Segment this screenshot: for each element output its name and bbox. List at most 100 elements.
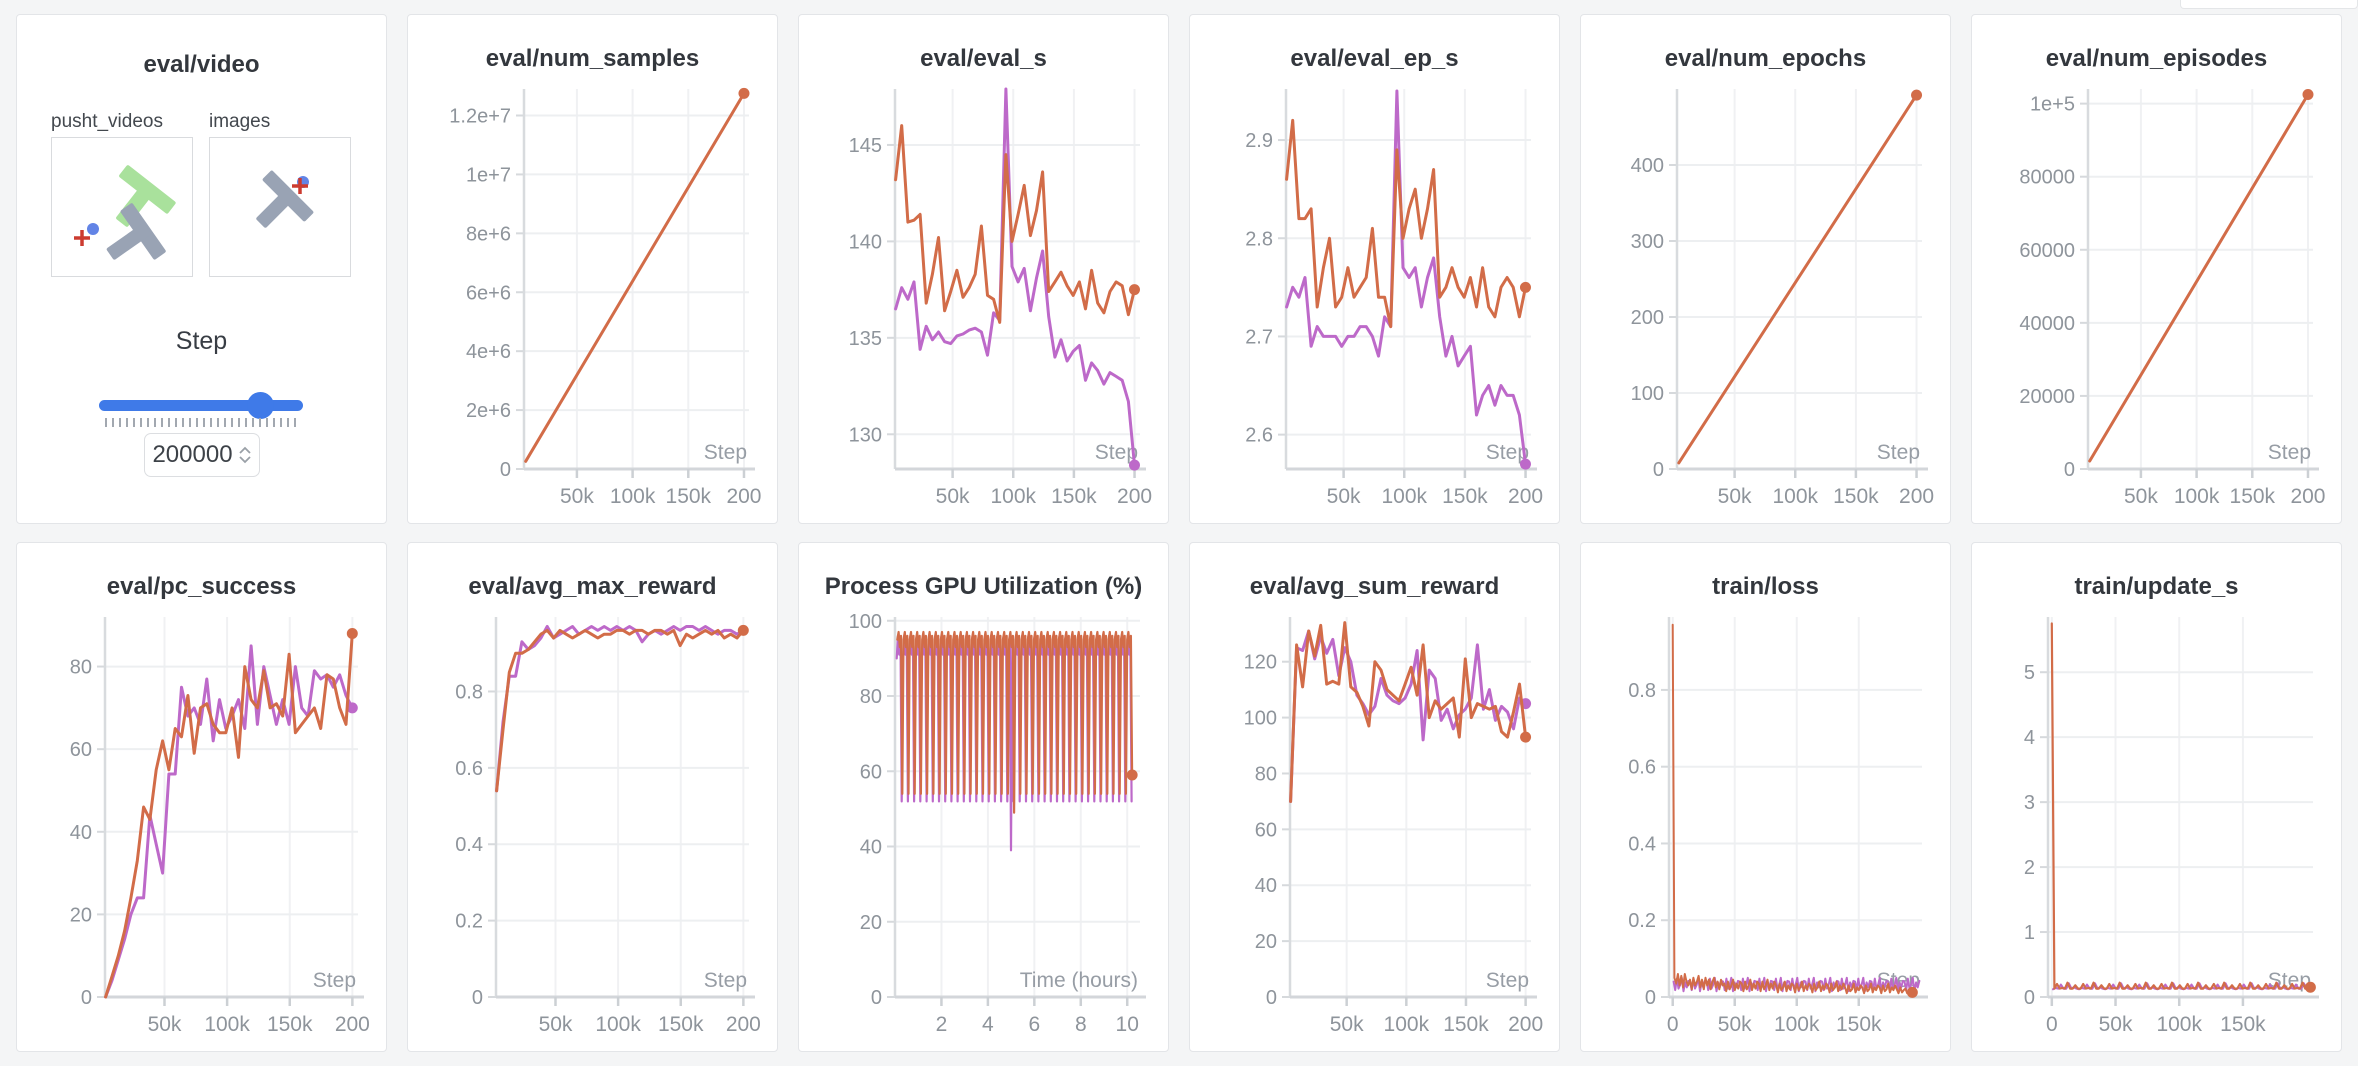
chart-canvas-eval-s[interactable]: 130 135 140 145 50k 100k 150k 200 Step xyxy=(811,79,1156,519)
svg-text:1.2e+7: 1.2e+7 xyxy=(449,106,511,128)
chart-canvas-avg-sum-reward[interactable]: 0 20 40 60 80 100 120 50k 100k 150k 200 Step xyxy=(1202,607,1547,1047)
svg-text:0: 0 xyxy=(871,987,882,1009)
svg-text:0.2: 0.2 xyxy=(455,911,483,933)
svg-text:3: 3 xyxy=(2024,792,2035,814)
svg-text:50k: 50k xyxy=(539,1013,573,1036)
svg-text:80: 80 xyxy=(860,686,882,708)
stepper-arrows[interactable] xyxy=(238,445,251,465)
step-number-input[interactable]: 200000 xyxy=(143,433,260,477)
target-cross-icon xyxy=(292,178,308,194)
svg-text:100k: 100k xyxy=(1381,485,1427,508)
svg-text:150k: 150k xyxy=(658,1013,704,1036)
svg-text:Step: Step xyxy=(704,969,747,992)
svg-text:0.2: 0.2 xyxy=(1628,910,1656,932)
chart-canvas-gpu-utilization[interactable]: 0 20 40 60 80 100 2 4 6 8 10 Time (hours) xyxy=(811,607,1156,1047)
svg-text:60: 60 xyxy=(70,739,92,761)
svg-text:4: 4 xyxy=(982,1013,994,1036)
chart-canvas-avg-max-reward[interactable]: 0 0.2 0.4 0.6 0.8 50k 100k 150k 200 Step xyxy=(420,607,765,1047)
svg-text:50k: 50k xyxy=(2124,485,2158,508)
svg-text:100k: 100k xyxy=(2174,485,2220,508)
chart-panel-train-loss: train/loss 0 0.2 0.4 0.6 0.8 0 50k 100k 150k Step xyxy=(1580,542,1951,1052)
target-cross-icon xyxy=(74,230,90,246)
svg-text:0: 0 xyxy=(2024,987,2035,1009)
step-value[interactable]: 200000 xyxy=(152,441,233,468)
step-slider-handle[interactable] xyxy=(247,392,274,419)
chevron-down-icon[interactable] xyxy=(238,455,251,465)
svg-text:100: 100 xyxy=(1244,708,1277,730)
svg-text:60: 60 xyxy=(860,761,882,783)
svg-text:20: 20 xyxy=(860,912,882,934)
chart-title: eval/eval_s xyxy=(920,45,1047,72)
svg-text:6e+6: 6e+6 xyxy=(466,282,511,304)
svg-text:6: 6 xyxy=(1028,1013,1040,1036)
gray-t-shape xyxy=(256,170,314,228)
svg-text:0: 0 xyxy=(2046,1013,2058,1036)
chart-title: eval/eval_ep_s xyxy=(1290,45,1459,72)
chevron-up-icon[interactable] xyxy=(238,445,251,455)
svg-text:100k: 100k xyxy=(1772,485,1818,508)
gray-t-shape xyxy=(106,203,166,260)
chart-panel-gpu-utilization: Process GPU Utilization (%) 0 20 40 60 80 100… xyxy=(798,542,1169,1052)
step-slider-track[interactable] xyxy=(99,400,303,411)
chart-title: Process GPU Utilization (%) xyxy=(824,573,1143,600)
svg-text:150k: 150k xyxy=(1442,485,1488,508)
chart-canvas-eval-ep-s[interactable]: 2.6 2.7 2.8 2.9 50k 100k 150k 200 Step xyxy=(1202,79,1547,519)
video-panel: eval/video pusht_videos images xyxy=(16,14,387,524)
svg-text:2.8: 2.8 xyxy=(1245,228,1273,250)
svg-text:200: 200 xyxy=(1631,307,1664,329)
step-slider-ticks xyxy=(105,418,301,427)
svg-text:20: 20 xyxy=(1255,931,1277,953)
chart-canvas-num-episodes[interactable]: 0 20000 40000 60000 80000 1e+5 50k 100k 150k 200 S… xyxy=(1984,79,2329,519)
chart-title: train/loss xyxy=(1712,573,1819,600)
svg-text:Step: Step xyxy=(2268,441,2311,464)
svg-text:0: 0 xyxy=(500,459,511,481)
svg-text:200: 200 xyxy=(726,485,761,508)
svg-text:50k: 50k xyxy=(1327,485,1361,508)
svg-text:200: 200 xyxy=(2290,485,2325,508)
svg-text:8: 8 xyxy=(1075,1013,1087,1036)
svg-text:150k: 150k xyxy=(2230,485,2276,508)
step-slider-title: Step xyxy=(175,327,228,355)
svg-text:100k: 100k xyxy=(2156,1013,2202,1036)
video-thumbnail-pusht-videos[interactable] xyxy=(51,137,193,277)
chart-panel-avg-sum-reward: eval/avg_sum_reward 0 20 40 60 80 100 120 50k 10… xyxy=(1189,542,1560,1052)
svg-text:0: 0 xyxy=(1653,459,1664,481)
video-thumbnail-images[interactable] xyxy=(209,137,351,277)
svg-text:150k: 150k xyxy=(666,485,712,508)
svg-text:100: 100 xyxy=(1631,383,1664,405)
svg-text:50k: 50k xyxy=(936,485,970,508)
svg-text:40: 40 xyxy=(860,837,882,859)
svg-text:Step: Step xyxy=(313,969,356,992)
svg-text:Step: Step xyxy=(1486,441,1529,464)
chart-canvas-pc-success[interactable]: 0 20 40 60 80 50k 100k 150k 200 Step xyxy=(29,607,374,1047)
svg-text:50k: 50k xyxy=(1718,485,1752,508)
svg-text:100k: 100k xyxy=(610,485,656,508)
chart-title: eval/num_epochs xyxy=(1664,45,1867,72)
svg-text:Step: Step xyxy=(704,441,747,464)
svg-text:20000: 20000 xyxy=(2019,386,2075,408)
svg-text:Step: Step xyxy=(1486,969,1529,992)
svg-text:200: 200 xyxy=(1117,485,1152,508)
svg-text:200: 200 xyxy=(335,1013,370,1036)
chart-canvas-num-samples[interactable]: 0 2e+6 4e+6 6e+6 8e+6 1e+7 1.2e+7 50k 100k 150k 20… xyxy=(420,79,765,519)
svg-text:2.6: 2.6 xyxy=(1245,425,1273,447)
svg-text:150k: 150k xyxy=(267,1013,313,1036)
svg-text:100k: 100k xyxy=(990,485,1036,508)
svg-text:50k: 50k xyxy=(148,1013,182,1036)
svg-text:200: 200 xyxy=(1508,485,1543,508)
svg-text:10: 10 xyxy=(1116,1013,1139,1036)
svg-text:50k: 50k xyxy=(2099,1013,2133,1036)
svg-text:0: 0 xyxy=(472,987,483,1009)
thumbnail-label-images: images xyxy=(209,111,271,132)
chart-title: eval/avg_sum_reward xyxy=(1249,573,1500,600)
svg-text:Time (hours): Time (hours) xyxy=(1020,969,1138,992)
chart-canvas-num-epochs[interactable]: 0 100 200 300 400 50k 100k 150k 200 Step xyxy=(1593,79,1938,519)
svg-text:2: 2 xyxy=(936,1013,948,1036)
chart-panel-eval-s: eval/eval_s 130 135 140 145 50k 100k 150k 200 St… xyxy=(798,14,1169,524)
svg-text:4: 4 xyxy=(2024,727,2035,749)
chart-title: eval/avg_max_reward xyxy=(468,573,717,600)
svg-text:145: 145 xyxy=(849,135,882,157)
svg-text:20: 20 xyxy=(70,904,92,926)
